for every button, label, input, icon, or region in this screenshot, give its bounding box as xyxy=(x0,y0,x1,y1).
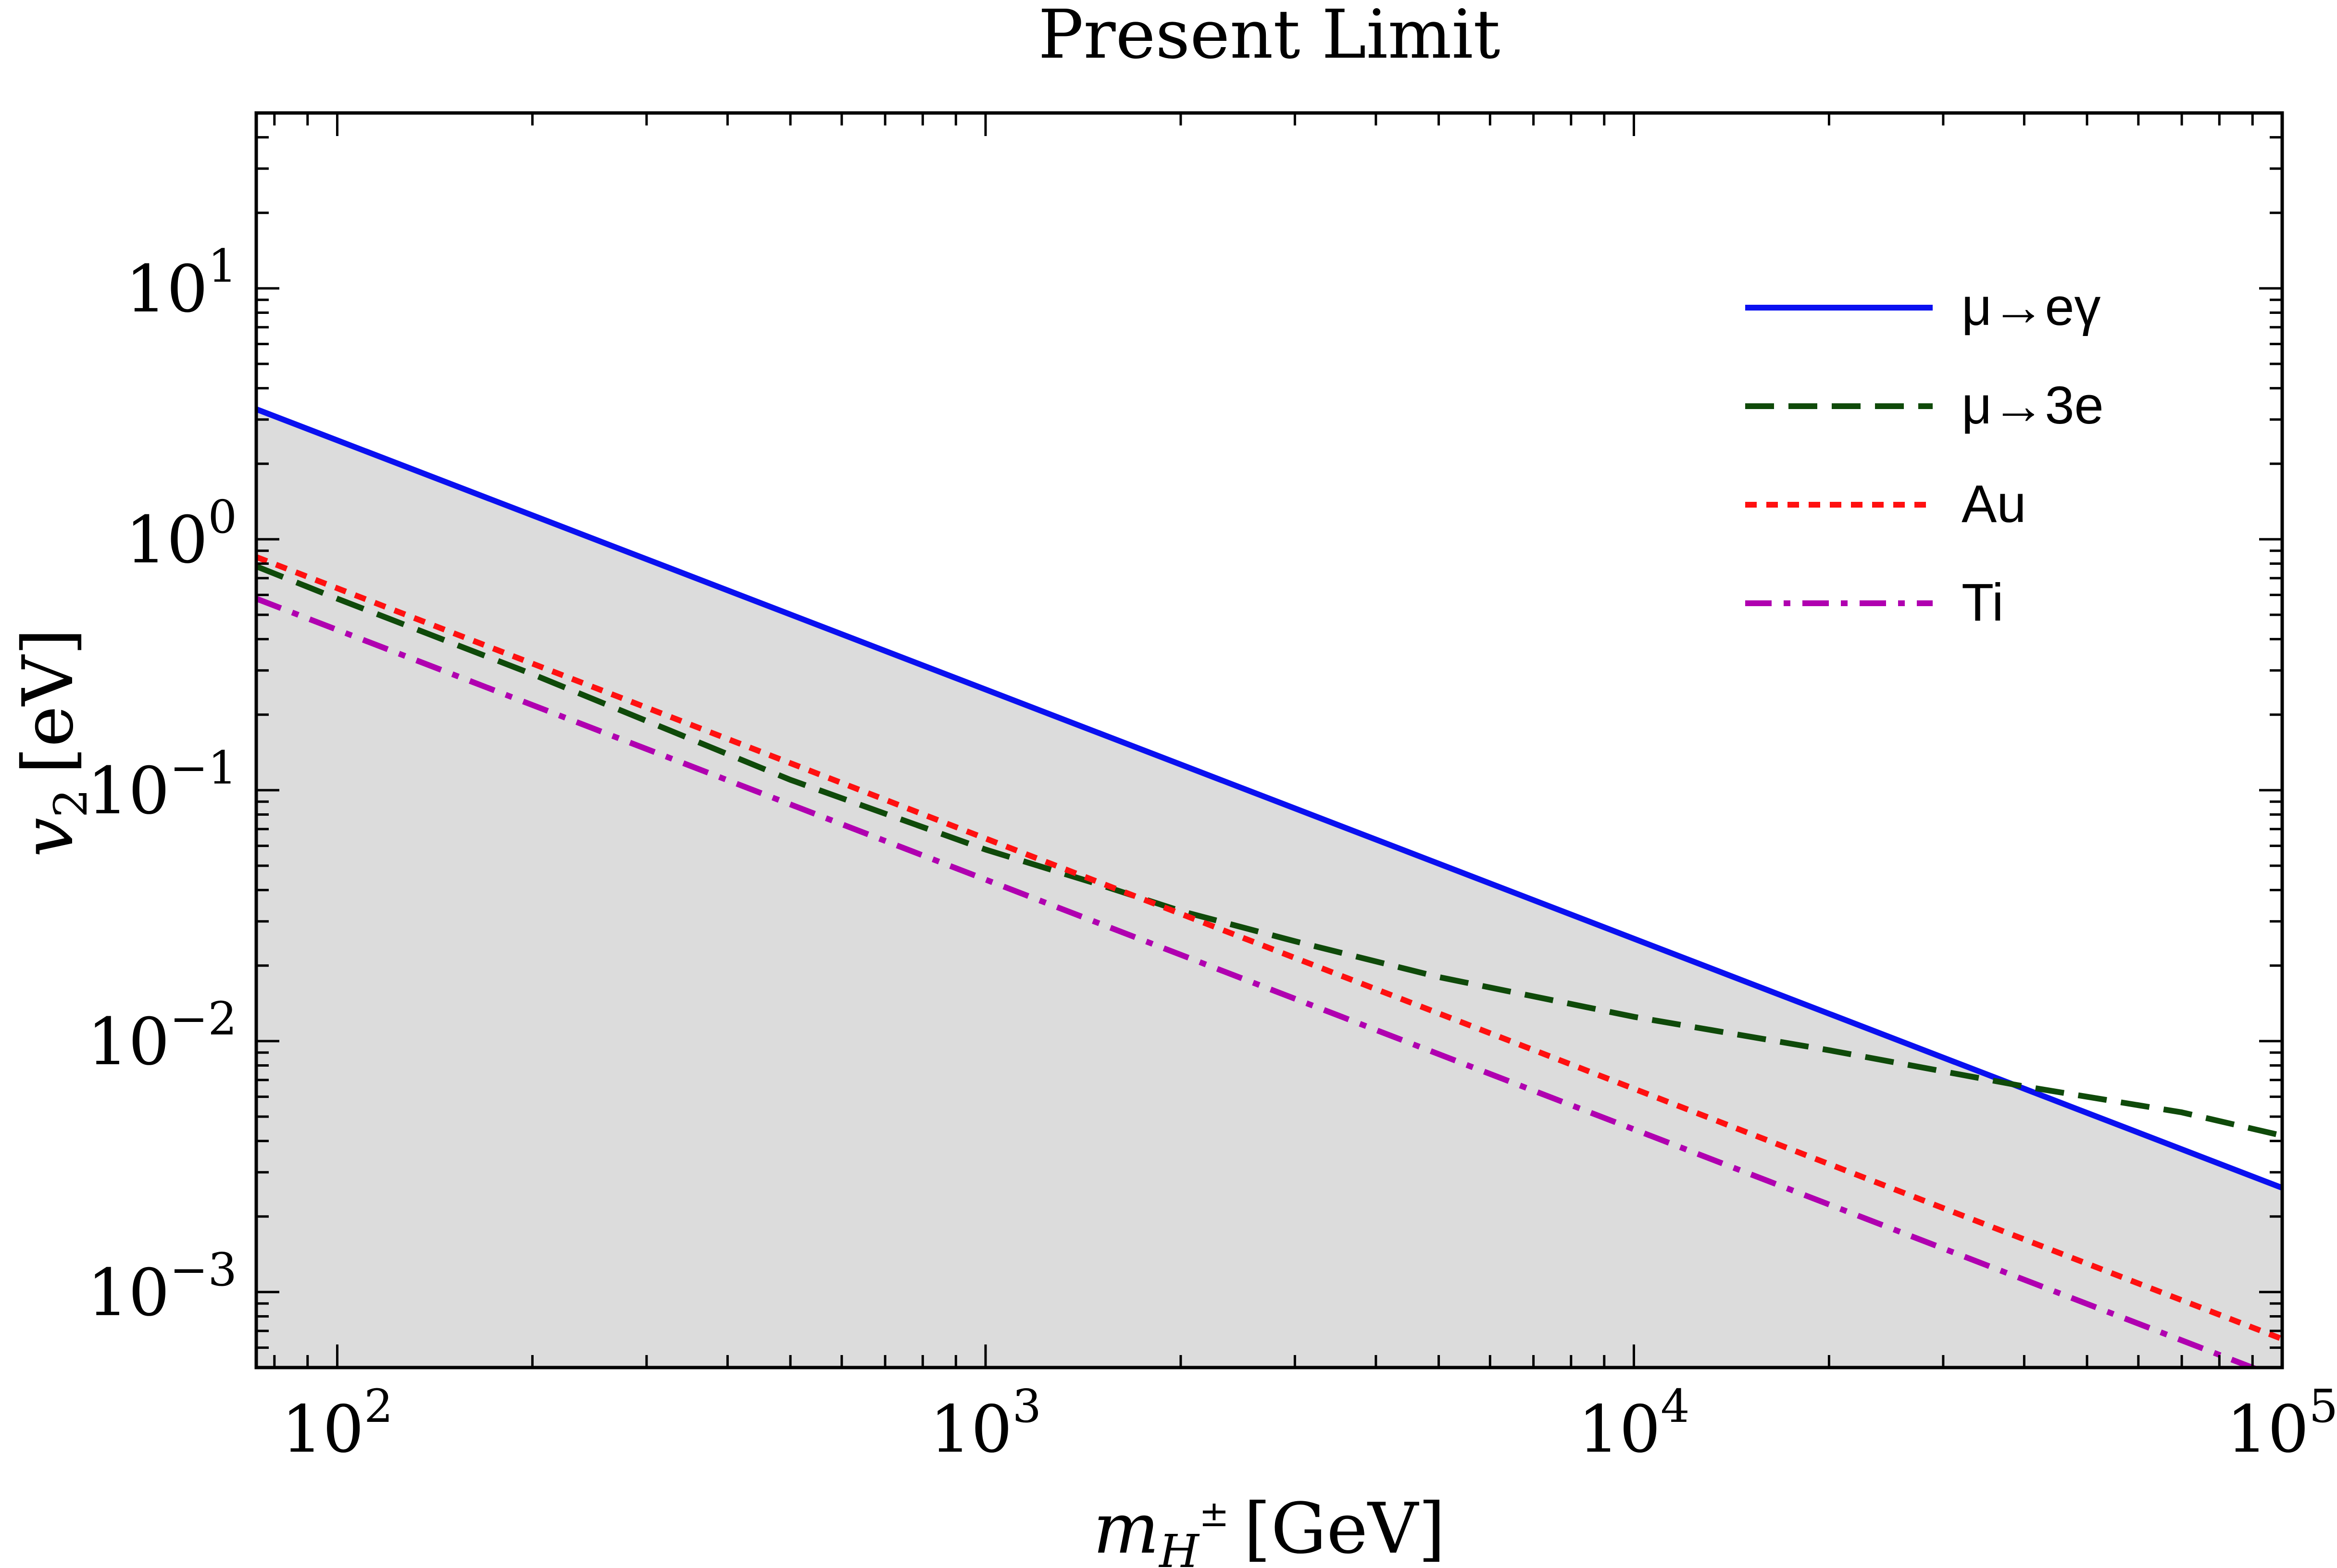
y-tick-label: 10−2 xyxy=(87,993,237,1080)
series-line-au xyxy=(256,554,2282,1342)
excluded-region-shading xyxy=(256,409,2282,1368)
x-axis-label: mH± [GeV] xyxy=(1093,1488,1446,1568)
x-axis-label-unit: [GeV] xyxy=(1244,1488,1446,1568)
x-tick-label: 103 xyxy=(930,1380,1041,1467)
plot-area xyxy=(256,406,2282,1368)
y-tick-label: 10−1 xyxy=(87,742,237,829)
x-axis-label-sup: ± xyxy=(1199,1493,1229,1535)
ticks-layer xyxy=(256,112,2284,1369)
x-axis-label-sub: H xyxy=(1158,1525,1200,1568)
y-axis-label-main: v xyxy=(8,818,89,857)
series-line-mu-to-e-gamma xyxy=(256,406,2282,1191)
legend: μ→eγ μ→3e Au Ti xyxy=(1745,277,2104,632)
tick-labels-layer: 102 103 104 105 10−3 10−2 10−1 100 101 xyxy=(87,240,2337,1467)
x-tick-label: 105 xyxy=(2226,1380,2337,1467)
series-line-mu-to-3e xyxy=(256,563,2282,1139)
y-tick-label: 10−3 xyxy=(87,1244,237,1331)
y-axis-label-sub: 2 xyxy=(45,789,98,818)
chart-title: Present Limit xyxy=(1038,0,1500,74)
series-line-ti xyxy=(256,596,2261,1368)
y-tick-label: 100 xyxy=(125,491,237,578)
x-tick-label: 102 xyxy=(281,1380,393,1467)
y-axis-label: v2 [eV] xyxy=(8,628,98,857)
x-tick-label: 104 xyxy=(1578,1380,1689,1467)
series-layer xyxy=(256,406,2282,1368)
legend-label-ti: Ti xyxy=(1962,573,2004,632)
y-tick-label: 101 xyxy=(125,240,237,327)
plot-frame xyxy=(254,111,2284,1369)
x-axis-label-main: m xyxy=(1093,1488,1160,1568)
y-axis-label-unit: [eV] xyxy=(8,628,89,774)
legend-label-mu-to-3e: μ→3e xyxy=(1962,376,2104,435)
legend-label-mu-to-e-gamma: μ→eγ xyxy=(1962,277,2101,336)
legend-label-au: Au xyxy=(1962,474,2026,534)
